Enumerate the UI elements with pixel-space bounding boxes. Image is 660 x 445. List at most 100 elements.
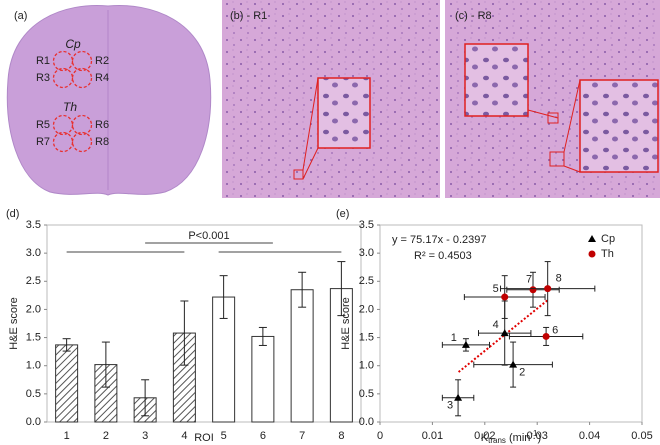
y-tick-label: 0.0 — [26, 416, 41, 428]
y-tick-label: 1.0 — [359, 360, 374, 372]
bar — [55, 344, 79, 423]
panel-b: (b) - R1 — [222, 0, 440, 198]
bar — [251, 335, 275, 423]
region-circle — [71, 67, 93, 89]
x-tick-label: 0.05 — [631, 430, 652, 442]
point — [542, 332, 550, 340]
y-tick-label: 2.0 — [26, 303, 41, 315]
y-axis-label: H&E score — [340, 297, 352, 350]
annotation: P<0.001 — [188, 230, 229, 242]
inset — [464, 43, 529, 117]
x-axis-label-part: trans — [488, 436, 506, 445]
region-label: R3 — [36, 72, 50, 84]
zoom-line — [563, 165, 581, 173]
y-tick-label: 0.5 — [26, 388, 41, 400]
y-tick-label: 0.0 — [359, 416, 374, 428]
region-circle — [52, 50, 74, 72]
x-tick-label: 2 — [103, 430, 109, 442]
zoom-box — [549, 151, 565, 167]
panel-label: (b) - R1 — [230, 10, 267, 22]
legend-marker — [588, 235, 596, 242]
y-tick-label: 1.0 — [26, 360, 41, 372]
x-axis-label-part: -1 — [530, 429, 538, 438]
point-label: 3 — [447, 400, 453, 412]
y-axis-label: H&E score — [8, 297, 20, 350]
panel-a: (a) Cp Th R1 R2 R3 R4 R5 R6 R7 R8 — [6, 4, 212, 196]
x-tick-label: 0.02 — [474, 430, 495, 442]
y-tick-label: 3.0 — [26, 247, 41, 259]
panel-label: (e) — [336, 208, 349, 220]
x-tick-label: 0.04 — [579, 430, 600, 442]
point — [529, 286, 537, 294]
region-circle — [71, 114, 93, 136]
x-axis-label: ROI — [194, 432, 214, 444]
x-tick-label: 7 — [299, 430, 305, 442]
x-tick-label: 1 — [64, 430, 70, 442]
group-label: Th — [63, 100, 77, 114]
y-tick-label: 1.5 — [26, 331, 41, 343]
inset — [579, 79, 659, 173]
equation: y = 75.17x - 0.2397 — [392, 234, 486, 246]
zoom-line — [527, 109, 559, 119]
panel-label: (a) — [14, 10, 27, 22]
legend-label: Th — [601, 248, 614, 260]
point-label: 4 — [493, 319, 499, 331]
point-label: 7 — [526, 274, 532, 286]
x-axis-label: Ktrans (min-1) — [481, 429, 541, 445]
region-circle — [71, 50, 93, 72]
x-tick-label: 3 — [142, 430, 148, 442]
region-label: R8 — [95, 136, 109, 148]
point — [454, 393, 463, 401]
inset — [317, 77, 371, 149]
zoom-line — [302, 147, 319, 180]
plot-frame — [46, 224, 362, 423]
region-label: R7 — [36, 136, 50, 148]
region-label: R2 — [95, 55, 109, 67]
point-label: 1 — [451, 332, 457, 344]
point-label: 6 — [552, 324, 558, 336]
bar — [290, 289, 314, 423]
y-tick-label: 2.5 — [26, 275, 41, 287]
point — [501, 293, 509, 301]
panel-label: (c) - R8 — [455, 10, 492, 22]
y-tick-label: 0.5 — [359, 388, 374, 400]
x-tick-label: 6 — [260, 430, 266, 442]
region-circle — [52, 67, 74, 89]
point-label: 2 — [519, 366, 525, 378]
point — [544, 285, 552, 293]
x-tick-label: 0.01 — [422, 430, 443, 442]
r-squared: R² = 0.4503 — [414, 250, 472, 262]
point-label: 5 — [493, 283, 499, 295]
region-label: R1 — [36, 55, 50, 67]
point — [500, 329, 509, 337]
zoom-line — [302, 77, 319, 171]
y-tick-label: 2.0 — [359, 303, 374, 315]
region-circle — [52, 131, 74, 153]
x-axis-label-part: K — [481, 432, 489, 444]
zoom-box — [293, 169, 304, 180]
point — [509, 360, 518, 368]
x-axis-label-part: (min — [506, 432, 530, 444]
x-tick-label: 8 — [338, 430, 344, 442]
point — [461, 340, 470, 348]
x-tick-label: 0 — [377, 430, 383, 442]
zoom-line — [563, 79, 581, 153]
x-axis-label-part: ) — [538, 432, 542, 444]
panel-c: (c) - R8 — [445, 0, 660, 198]
y-tick-label: 3.5 — [26, 219, 41, 231]
x-tick-label: 0.03 — [526, 430, 547, 442]
y-tick-label: 3.0 — [359, 247, 374, 259]
y-tick-label: 1.5 — [359, 331, 374, 343]
region-label: R6 — [95, 119, 109, 131]
point-label: 8 — [556, 273, 562, 285]
y-tick-label: 2.5 — [359, 275, 374, 287]
panel-label: (d) — [6, 208, 19, 220]
x-tick-label: 5 — [221, 430, 227, 442]
plot-frame — [379, 224, 643, 423]
y-tick-label: 3.5 — [359, 219, 374, 231]
legend-marker — [588, 250, 596, 258]
region-label: R4 — [95, 72, 109, 84]
region-label: R5 — [36, 119, 50, 131]
region-circle — [71, 131, 93, 153]
